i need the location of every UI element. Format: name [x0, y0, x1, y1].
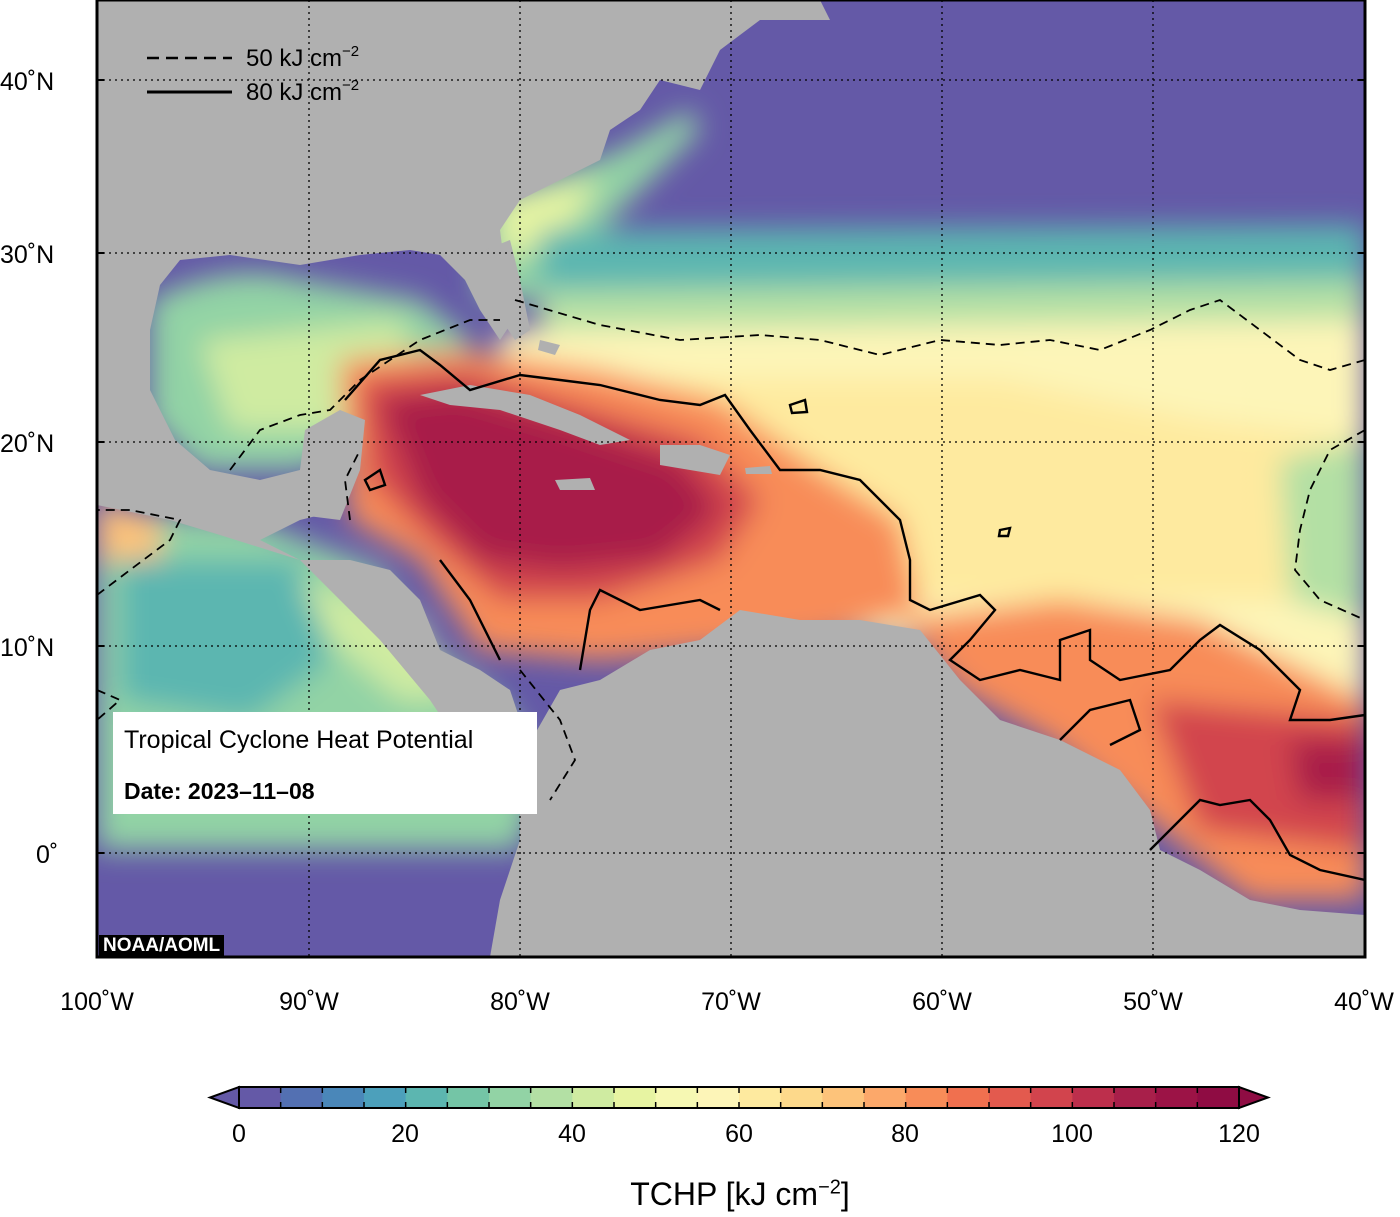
colorbar-tick-80: 80: [891, 1120, 919, 1148]
lat-label-40n: 40˚N: [0, 68, 54, 96]
graticule: [97, 0, 1365, 957]
colorbar-bin: [530, 1087, 573, 1108]
colorbar-tick-20: 20: [391, 1120, 419, 1148]
colorbar-title-main: TCHP [kJ cm: [630, 1176, 819, 1212]
colorbar-bin: [864, 1087, 907, 1108]
contour-legend: 50 kJ cm−2 80 kJ cm−2: [147, 43, 359, 106]
colorbar-tick-40: 40: [558, 1120, 586, 1148]
lat-tick-marks: [97, 79, 1365, 854]
map-title: Tropical Cyclone Heat Potential: [124, 726, 474, 754]
colorbar-title: TCHP [kJ cm−2]: [0, 1176, 1400, 1213]
colorbar-tick-60: 60: [725, 1120, 753, 1148]
colorbar-bin: [447, 1087, 490, 1108]
colorbar-tick-labels: 0 20 40 60 80 100 120: [232, 1120, 1260, 1148]
colorbar-bin: [614, 1087, 657, 1108]
legend-80-label: 80 kJ cm−2: [246, 77, 359, 106]
colorbar-bin: [572, 1087, 615, 1108]
contour-50: [97, 298, 1365, 801]
colorbar-title-exponent: −2: [818, 1176, 841, 1199]
colorbar-bin: [364, 1087, 407, 1108]
colorbar-bin: [239, 1087, 282, 1108]
colorbar-bin: [1072, 1087, 1115, 1108]
colorbar-bin: [780, 1087, 823, 1108]
colorbar-bin: [947, 1087, 990, 1108]
colorbar-bin: [739, 1087, 782, 1108]
contour-80: [344, 348, 1365, 882]
map-date: Date: 2023–11–08: [124, 778, 315, 804]
lon-label-80w: 80˚W: [490, 988, 550, 1016]
lat-label-0: 0˚: [36, 841, 58, 869]
map-frame: [95, 0, 1367, 959]
lon-label-40w: 40˚W: [1334, 988, 1394, 1016]
colorbar-title-end: ]: [840, 1176, 850, 1212]
colorbar-tick-0: 0: [232, 1120, 246, 1148]
colorbar-bin: [989, 1087, 1032, 1108]
lon-label-60w: 60˚W: [912, 988, 972, 1016]
colorbar-bin: [1030, 1087, 1073, 1108]
legend-50-label: 50 kJ cm−2: [246, 43, 359, 72]
colorbar-tick-100: 100: [1051, 1120, 1093, 1148]
info-box: Tropical Cyclone Heat Potential Date: 20…: [113, 712, 537, 814]
lon-label-50w: 50˚W: [1123, 988, 1183, 1016]
heat-field: [97, 110, 1365, 900]
lat-label-20n: 20˚N: [0, 430, 54, 458]
lat-label-10n: 10˚N: [0, 634, 54, 662]
colorbar-tick-120: 120: [1218, 1120, 1260, 1148]
colorbar-min-arrow: [207, 1085, 240, 1110]
credit-badge: NOAA/AOML: [99, 935, 225, 957]
colorbar-bin: [1155, 1087, 1198, 1108]
land-masses: [97, 0, 1365, 957]
colorbar-bin: [1114, 1087, 1157, 1108]
lon-label-90w: 90˚W: [279, 988, 339, 1016]
lon-label-100w: 100˚W: [60, 988, 134, 1016]
colorbar-max-arrow: [1238, 1085, 1271, 1110]
colorbar-bin: [405, 1087, 448, 1108]
colorbar-bin: [1197, 1087, 1240, 1108]
lon-label-70w: 70˚W: [701, 988, 761, 1016]
colorbar-bin: [489, 1087, 532, 1108]
lat-label-30n: 30˚N: [0, 241, 54, 269]
colorbar-bin: [905, 1087, 948, 1108]
colorbar-bin: [655, 1087, 698, 1108]
colorbar-bin: [697, 1087, 740, 1108]
colorbar: [207, 1085, 1271, 1110]
colorbar-bin: [280, 1087, 323, 1108]
colorbar-bin: [322, 1087, 365, 1108]
colorbar-bin: [822, 1087, 865, 1108]
